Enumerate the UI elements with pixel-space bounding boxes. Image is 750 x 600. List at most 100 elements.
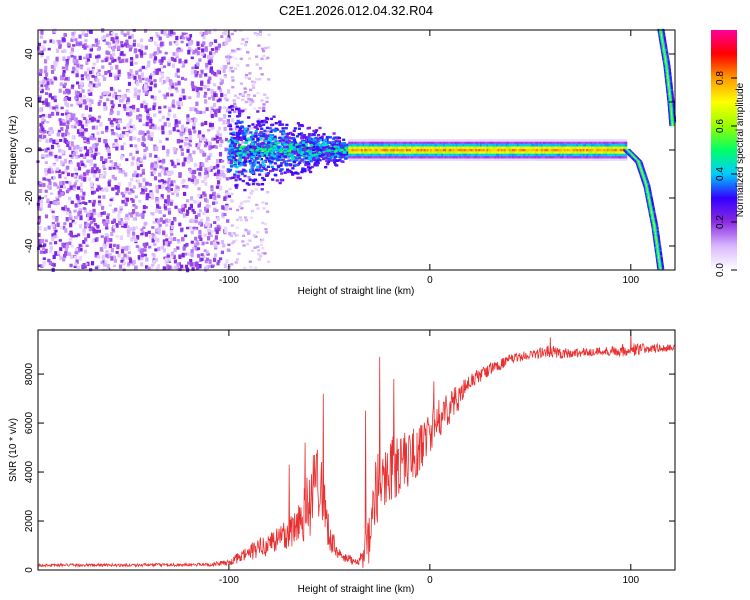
heatmap-cell xyxy=(172,147,176,151)
heatmap-cell xyxy=(104,233,108,238)
heatmap-cell xyxy=(287,142,291,145)
heatmap-cell xyxy=(61,180,65,186)
heatmap-cell xyxy=(199,194,203,199)
heatmap-cell xyxy=(106,147,110,153)
heatmap-cell xyxy=(354,143,358,147)
heatmap-cell xyxy=(475,151,478,154)
heatmap-cell xyxy=(152,254,156,258)
heatmap-cell xyxy=(47,168,51,173)
heatmap-cell xyxy=(142,143,146,148)
heatmap-cell xyxy=(273,152,277,156)
heatmap-cell xyxy=(156,237,160,243)
heatmap-cell xyxy=(214,243,218,248)
heatmap-cell xyxy=(138,69,142,72)
heatmap-cell xyxy=(284,127,288,130)
heatmap-cell xyxy=(205,65,209,70)
heatmap-cell xyxy=(162,158,166,163)
heatmap-cell xyxy=(149,266,153,271)
heatmap-cell xyxy=(230,199,234,202)
heatmap-cell xyxy=(243,188,247,192)
heatmap-cell xyxy=(328,150,332,154)
heatmap-cell xyxy=(199,73,203,78)
heatmap-cell xyxy=(231,76,235,79)
heatmap-cell xyxy=(224,55,229,59)
heatmap-cell xyxy=(441,146,444,149)
heatmap-cell xyxy=(264,151,268,154)
heatmap-cell xyxy=(258,173,262,176)
heatmap-cell xyxy=(105,254,109,258)
heatmap-cell xyxy=(508,148,512,152)
heatmap-cell xyxy=(97,115,102,119)
heatmap-cell xyxy=(500,146,504,149)
heatmap-cell xyxy=(43,69,48,74)
heatmap-cell xyxy=(171,251,175,256)
heatmap-cell xyxy=(195,261,199,266)
heatmap-cell xyxy=(225,190,229,194)
heatmap-cell xyxy=(228,145,232,148)
heatmap-cell xyxy=(249,88,253,92)
heatmap-cell xyxy=(217,259,221,263)
heatmap-cell xyxy=(316,146,320,150)
heatmap-cell xyxy=(229,147,233,150)
heatmap-cell xyxy=(278,158,282,161)
heatmap-cell xyxy=(60,113,64,116)
heatmap-cell xyxy=(52,139,56,144)
heatmap-cell xyxy=(415,139,419,142)
heatmap-cell xyxy=(525,151,528,154)
heatmap-cell xyxy=(129,227,133,231)
heatmap-cell xyxy=(57,190,61,195)
heatmap-cell xyxy=(66,172,71,177)
heatmap-cell xyxy=(52,68,56,71)
heatmap-cell xyxy=(369,148,372,152)
heatmap-cell xyxy=(315,154,319,158)
heatmap-cell xyxy=(255,33,260,37)
heatmap-cell xyxy=(125,197,130,202)
heatmap-cell xyxy=(263,129,267,132)
heatmap-cell xyxy=(353,139,356,142)
heatmap-cell xyxy=(115,223,119,228)
heatmap-cell xyxy=(148,75,153,80)
heatmap-cell xyxy=(176,68,180,73)
heatmap-cell xyxy=(359,141,362,145)
heatmap-cell xyxy=(90,99,94,105)
heatmap-cell xyxy=(51,236,55,242)
heatmap-cell xyxy=(322,147,326,150)
heatmap-cell xyxy=(497,148,501,152)
heatmap-cell xyxy=(207,205,211,208)
heatmap-cell xyxy=(77,186,81,190)
heatmap-cell xyxy=(162,230,166,236)
heatmap-cell xyxy=(435,151,438,154)
heatmap-cell xyxy=(74,185,78,189)
heatmap-cell xyxy=(82,240,86,244)
heatmap-cell xyxy=(45,138,49,144)
heatmap-cell xyxy=(205,62,209,68)
heatmap-cell xyxy=(420,153,424,157)
heatmap-cell xyxy=(517,139,520,142)
heatmap-cell xyxy=(463,151,467,154)
heatmap-cell xyxy=(326,141,330,144)
heatmap-cell xyxy=(393,141,396,145)
heatmap-cell xyxy=(409,146,412,149)
heatmap-cell xyxy=(200,258,204,262)
heatmap-cell xyxy=(134,205,138,210)
heatmap-cell xyxy=(214,235,218,240)
heatmap-cell xyxy=(301,141,306,144)
heatmap-cell xyxy=(162,248,166,253)
heatmap-cell xyxy=(170,266,174,271)
heatmap-cell xyxy=(414,139,417,142)
heatmap-cell xyxy=(386,141,390,145)
heatmap-cell xyxy=(214,111,218,116)
heatmap-cell xyxy=(240,207,244,210)
heatmap-cell xyxy=(269,147,273,150)
heatmap-cell xyxy=(54,201,58,206)
heatmap-cell xyxy=(407,141,411,145)
heatmap-cell xyxy=(316,152,320,156)
heatmap-cell xyxy=(78,132,82,137)
heatmap-cell xyxy=(219,159,223,163)
heatmap-cell xyxy=(183,244,187,248)
heatmap-cell xyxy=(452,151,456,154)
heatmap-cell xyxy=(83,42,87,46)
heatmap-cell xyxy=(165,78,169,82)
heatmap-cell xyxy=(407,148,411,152)
heatmap-cell xyxy=(492,141,496,145)
